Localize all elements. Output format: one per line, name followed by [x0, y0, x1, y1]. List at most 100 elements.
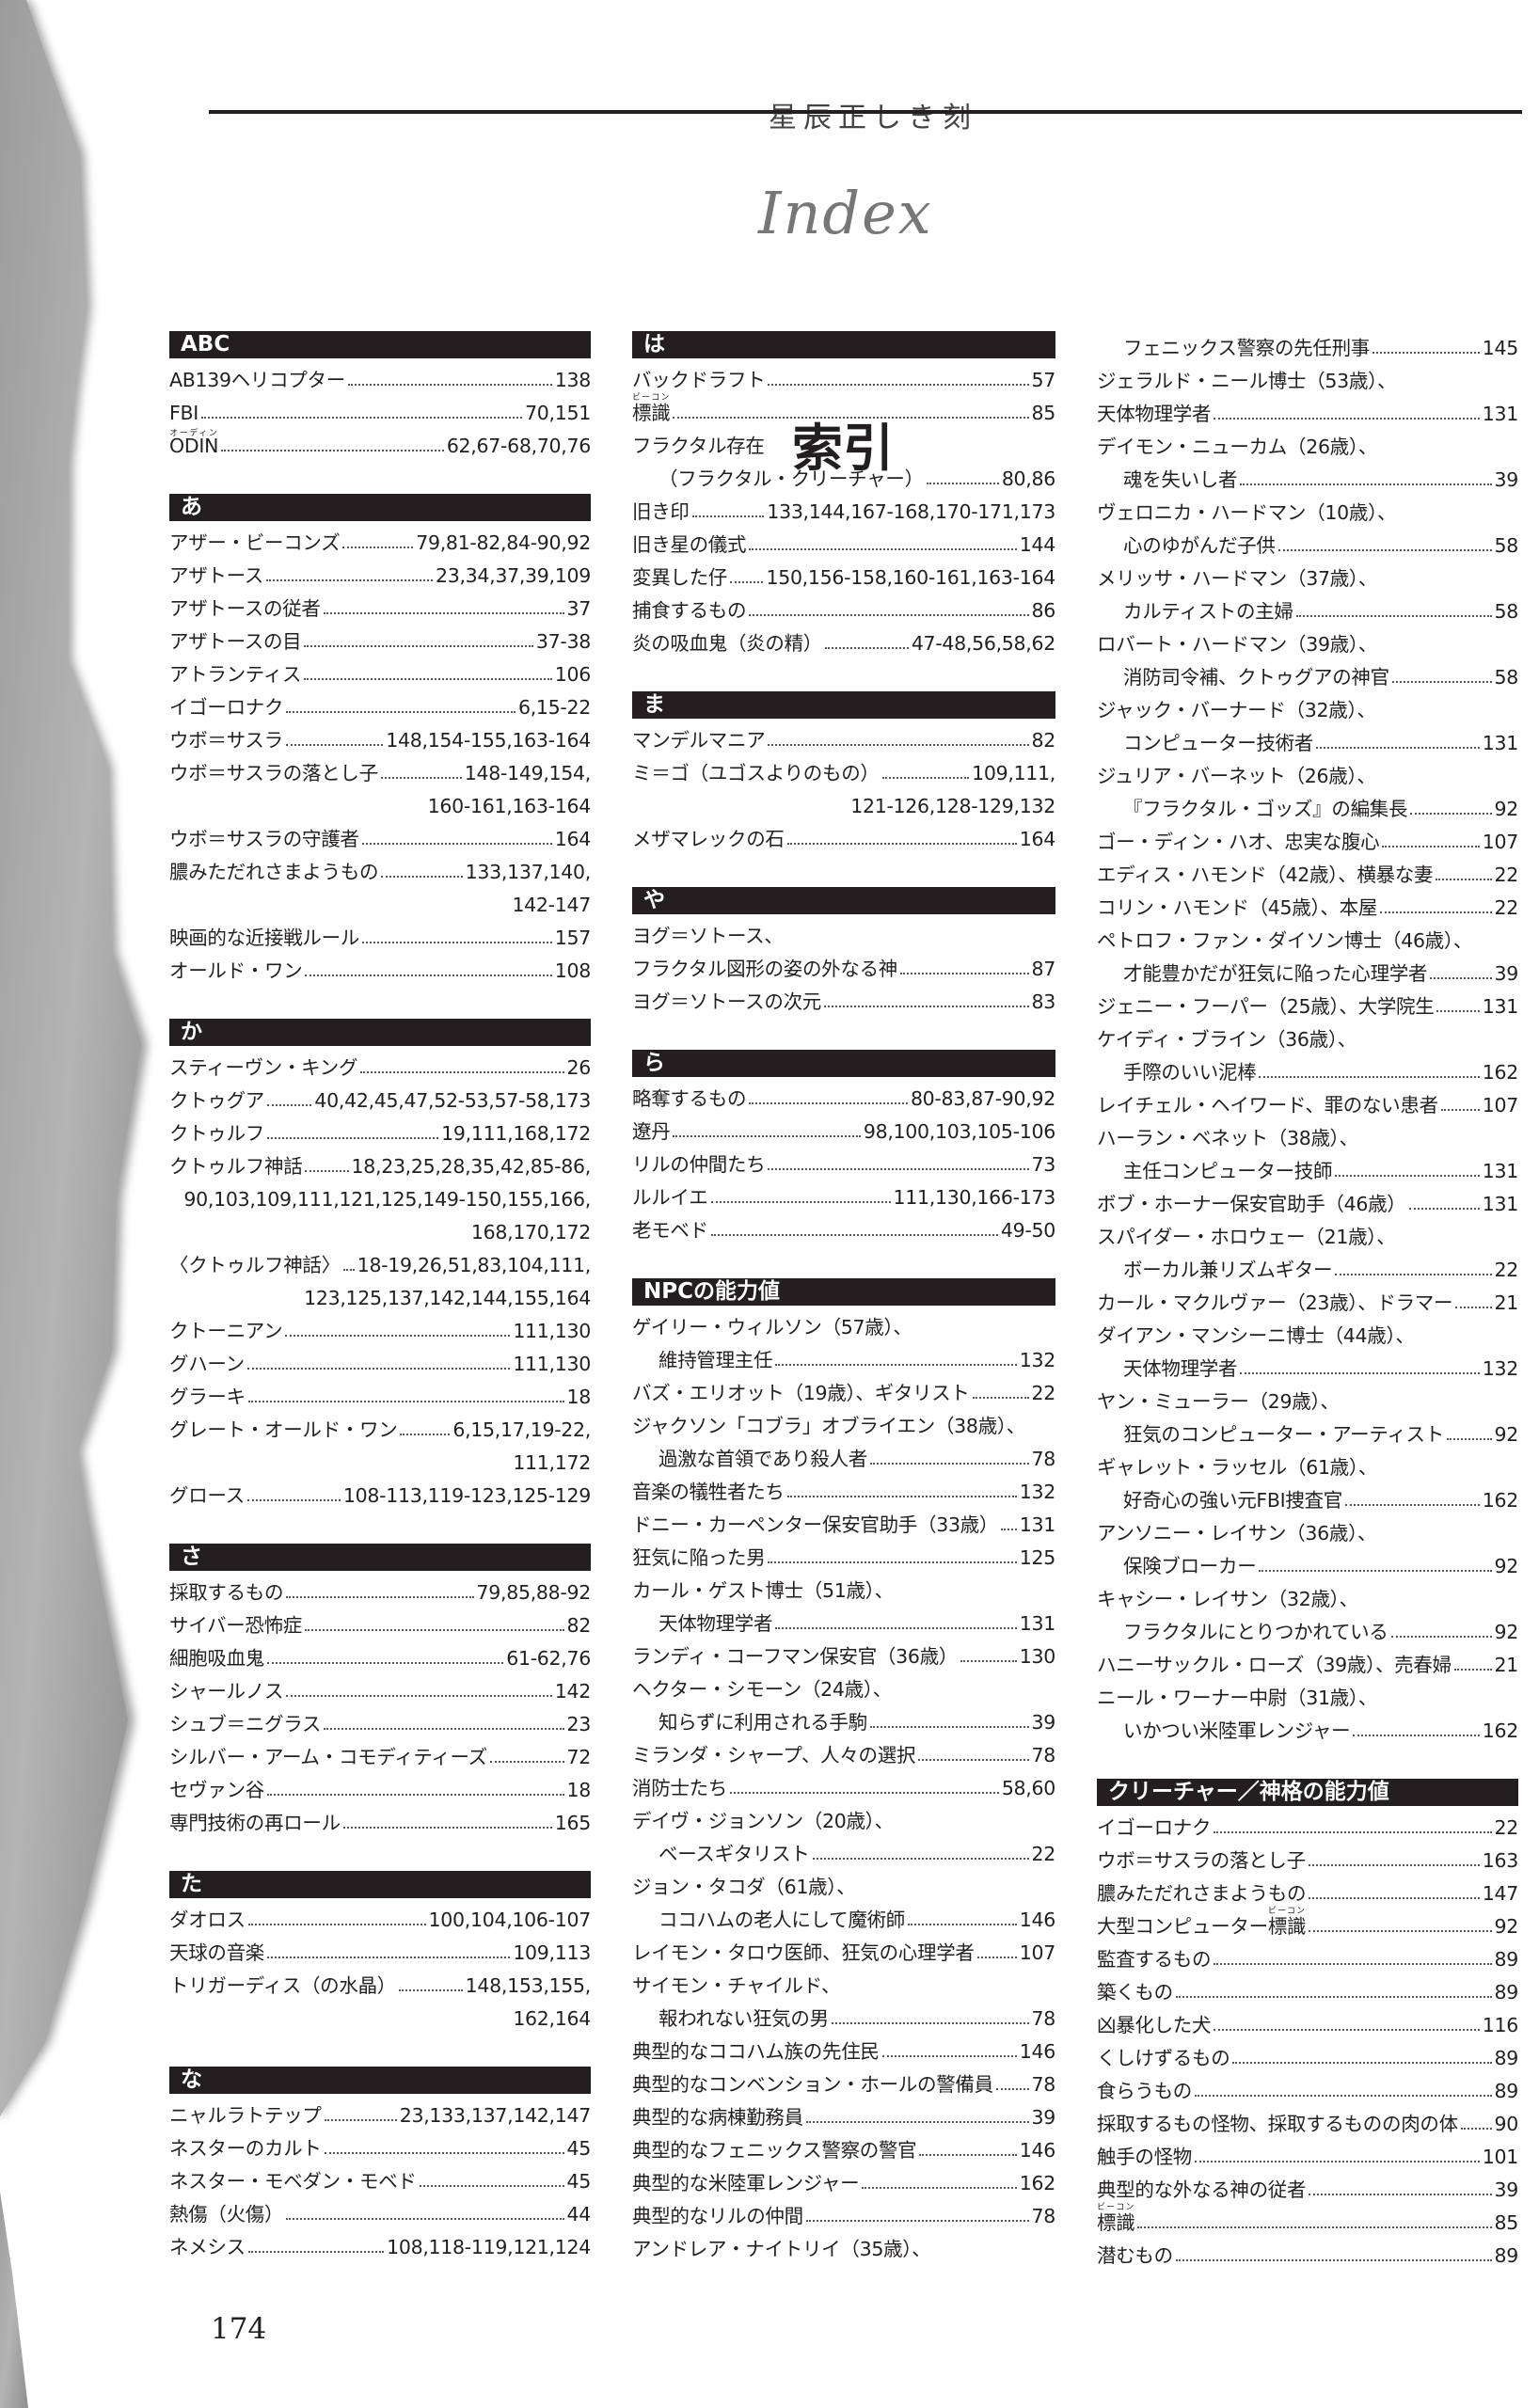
index-entry: ドニー・カーペンター保安官助手（33歳） 131 [632, 1508, 1055, 1541]
dot-leader [1436, 879, 1492, 880]
index-entry: グハーン 111,130 [169, 1347, 591, 1380]
entry-pages: 57 [1031, 369, 1056, 391]
entry-term: 狂気のコンピューター・アーティスト [1123, 1422, 1444, 1447]
entry-term: ミ＝ゴ（ユゴスよりのもの） [632, 761, 880, 785]
dot-leader [361, 843, 552, 845]
entry-term: ハニーサックル・ローズ（39歳）、売春婦 [1097, 1653, 1452, 1677]
entry-pages: 116 [1482, 2014, 1519, 2036]
dot-leader [285, 744, 384, 746]
entry-pages: 131 [1482, 1160, 1519, 1182]
entry-term-text: サイバー恐怖症 [169, 1614, 302, 1637]
entry-term: ヨグ＝ソトース、 [632, 924, 784, 948]
entry-pages: 92 [1494, 1915, 1519, 1938]
dot-leader [1453, 1669, 1492, 1671]
index-entry: ネスター・モベダン・モベド 45 [169, 2164, 591, 2197]
entry-term-text: 天体物理学者 [1097, 403, 1212, 425]
dot-leader [786, 843, 1017, 845]
dot-leader [221, 450, 444, 452]
entry-term: 天体物理学者 [1097, 402, 1212, 426]
entry-term: フェニックス警察の先任刑事 [1123, 336, 1370, 360]
entry-term: 知らずに利用される手駒 [658, 1710, 867, 1735]
dot-leader [1232, 2062, 1492, 2064]
index-title-script: Index [758, 179, 933, 247]
entry-term: 変異した仔 [632, 565, 727, 590]
dot-leader [304, 645, 533, 647]
index-entry: AB139ヘリコプター 138 [169, 363, 591, 396]
entry-term-text: グラーキ [169, 1386, 246, 1408]
dot-leader [749, 614, 1029, 616]
index-entry: キャシー・レイサン（32歳）、 [1097, 1582, 1518, 1615]
dot-leader [265, 579, 433, 581]
entry-term-text: 好奇心の強い元FBI捜査官 [1123, 1489, 1343, 1512]
entry-term-text: アザトース [169, 564, 263, 587]
index-entry: シュブ＝ニグラス 23 [169, 1707, 591, 1740]
dot-leader [246, 1368, 511, 1370]
dot-leader [1455, 1307, 1492, 1308]
index-entry: ジョン・タコダ（61歳）、 [632, 1870, 1055, 1903]
entry-pages: 168,170,172 [470, 1221, 591, 1244]
entry-pages: 6,15,17,19-22, [452, 1418, 591, 1441]
index-entry: ハーラン・ベネット（38歳）、 [1097, 1121, 1518, 1154]
entry-term-text: イゴーロナク [169, 696, 284, 719]
entry-pages: 23 [566, 1713, 592, 1735]
index-entry: ハニーサックル・ローズ（39歳）、売春婦 21 [1097, 1648, 1518, 1681]
entry-term-text: 知らずに利用される手駒 [658, 1711, 867, 1734]
entry-term: ゲイリー・ウィルソン（57歳）、 [632, 1315, 912, 1339]
index-entry: ニャルラトテップ 23,133,137,142,147 [169, 2099, 591, 2131]
ruby-base: 標識 [632, 402, 671, 424]
entry-term: ジェニー・フーパー（25歳）、大学院生 [1097, 994, 1435, 1019]
entry-term-text: 維持管理主任 [658, 1349, 773, 1371]
entry-pages: 165 [554, 1812, 592, 1834]
index-entry: 熱傷（火傷） 44 [169, 2197, 591, 2230]
dot-leader [1430, 977, 1492, 979]
index-section: NPCの能力値 ゲイリー・ウィルソン（57歳）、 維持管理主任 132 バズ・エリオット… [632, 1278, 1055, 2265]
index-entry: くしけずるもの 89 [1097, 2041, 1518, 2074]
entry-term: 典型的なココハム族の先住民 [632, 2039, 880, 2064]
entry-pages: 108,118-119,121,124 [387, 2236, 591, 2258]
entry-pages: 162 [1482, 1489, 1519, 1512]
entry-pages: 80,86 [1001, 467, 1055, 490]
entry-pages: 132 [1019, 1481, 1056, 1503]
index-section: ABC AB139ヘリコプター 138 FBI 70,151 ODINオーディン 62,67… [169, 331, 591, 462]
entry-pages: 39 [1494, 468, 1519, 491]
entry-term: 旧き印 [632, 499, 690, 524]
entry-pages: 111,130 [513, 1320, 591, 1342]
entry-pages: 21 [1494, 1291, 1519, 1314]
index-entry: 採取するもの怪物、採取するものの肉の体 90 [1097, 2107, 1518, 2140]
entry-pages: 22 [1031, 1843, 1056, 1865]
index-entry: 天球の音楽 109,113 [169, 1936, 591, 1969]
index-entry: ネメシス 108,118-119,121,124 [169, 2230, 591, 2263]
index-entry: 触手の怪物 101 [1097, 2140, 1518, 2173]
dot-leader [1390, 1636, 1492, 1638]
entry-term-text: デイモン・ニューカム（26歳）、 [1097, 436, 1378, 458]
entry-pages: 22 [1494, 1816, 1519, 1839]
entry-term: ココハムの老人にして魔術師 [658, 1908, 905, 1932]
dot-leader [710, 1234, 998, 1236]
dot-leader [1137, 2226, 1492, 2228]
entry-term: グロース [169, 1483, 245, 1508]
index-entry: ウボ＝サスラの守護者 164 [169, 822, 591, 855]
entry-term: バズ・エリオット（19歳）、ギタリスト [632, 1381, 970, 1405]
entry-term-text: リルの仲間たち [632, 1153, 766, 1176]
dot-leader [673, 417, 1029, 419]
dot-leader [960, 1660, 1017, 1662]
dot-leader [381, 876, 463, 878]
dot-leader [691, 515, 765, 517]
section-header: ら [632, 1050, 1055, 1077]
entry-term-text: 典型的な外なる神の従者 [1097, 2178, 1307, 2201]
dot-leader [1382, 846, 1480, 848]
index-entry: メザマレックの石 164 [632, 822, 1055, 855]
dot-leader [419, 2185, 564, 2187]
entry-term-text: ウボ＝サスラの落とし子 [169, 762, 378, 784]
entry-term-text: ボブ・ホーナー保安官助手（46歳） [1097, 1193, 1406, 1215]
dot-leader [380, 777, 462, 779]
entry-term: カール・マクルヴァー（23歳）、ドラマー [1097, 1291, 1453, 1315]
index-entry: サイモン・チャイルド、 [632, 1969, 1055, 2002]
dot-leader [247, 1924, 426, 1925]
entry-term: シルバー・アーム・コモディティーズ [169, 1745, 487, 1769]
dot-leader [1309, 1930, 1492, 1932]
index-entry: 天体物理学者 131 [1097, 397, 1518, 430]
entry-term-text: アンドレア・ナイトリイ（35歳）、 [632, 2238, 931, 2260]
entry-term-text: ハニーサックル・ローズ（39歳）、売春婦 [1097, 1654, 1452, 1676]
entry-pages: 58 [1494, 600, 1519, 623]
